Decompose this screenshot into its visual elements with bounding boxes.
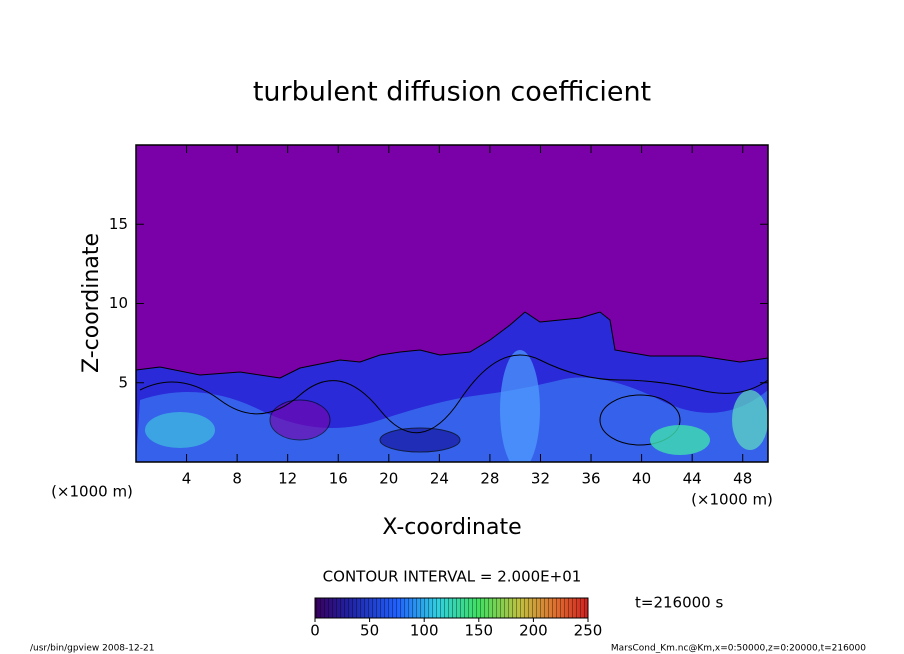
contour-interval: CONTOUR INTERVAL = 2.000E+01 [323,568,582,586]
chart-title: turbulent diffusion coefficient [253,77,651,108]
footer-left: /usr/bin/gpview 2008-12-21 [30,644,154,654]
y-tick-label: 10 [109,294,128,312]
x-tick-label: 24 [430,470,449,488]
x-tick-label: 12 [278,470,297,488]
colorbar-tick-label: 200 [519,622,548,640]
colorbar-tick-label: 100 [410,622,439,640]
colorbar-frame [314,597,589,619]
x-tick-label: 44 [683,470,702,488]
y-tick-label: 5 [118,373,128,391]
x-axis-label: X-coordinate [382,515,521,540]
y-axis-label: Z-coordinate [79,233,104,373]
x-tick-label: 16 [329,470,348,488]
y-unit-label: (×1000 m) [51,483,133,501]
colorbar-tick-label: 150 [464,622,493,640]
contour-field [136,145,768,462]
x-tick-label: 28 [480,470,499,488]
time-label: t=216000 s [635,594,723,612]
x-unit-label: (×1000 m) [691,491,773,509]
footer-right: MarsCond_Km.nc@Km,x=0:50000,z=0:20000,t=… [611,644,866,654]
x-tick-label: 32 [531,470,550,488]
colorbar-tick-label: 50 [360,622,379,640]
colorbar-tick-label: 0 [310,622,320,640]
colorbar-tick-label: 250 [574,622,603,640]
x-tick-label: 8 [232,470,242,488]
x-tick-label: 4 [182,470,192,488]
x-tick-label: 20 [379,470,398,488]
x-tick-label: 40 [632,470,651,488]
x-tick-label: 36 [581,470,600,488]
y-tick-label: 15 [109,215,128,233]
x-tick-label: 48 [733,470,752,488]
